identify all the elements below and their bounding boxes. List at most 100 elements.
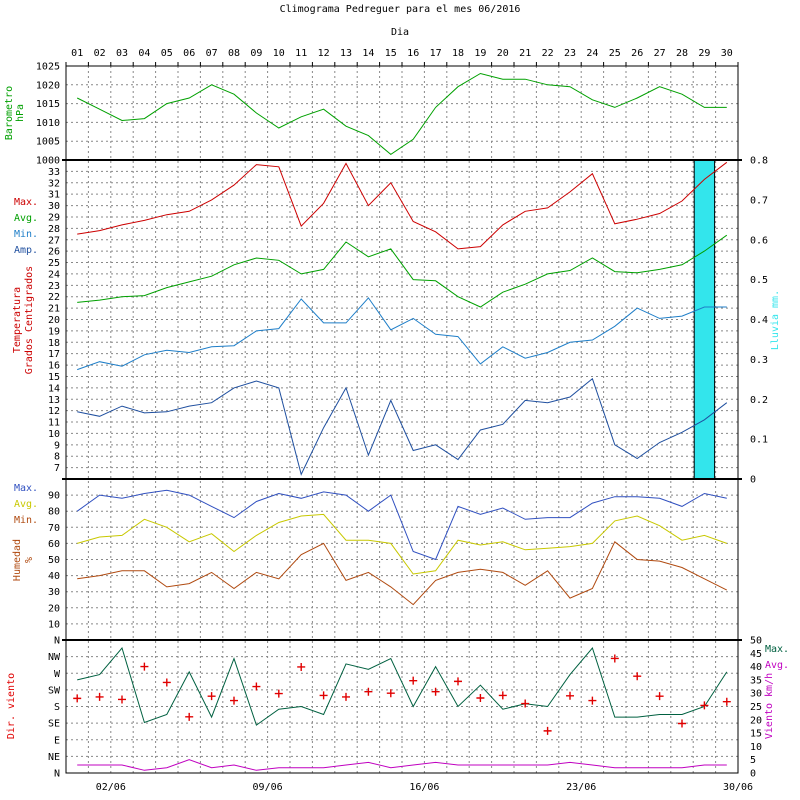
rain-tick: 0.1	[750, 435, 768, 446]
wind-direction-marker	[722, 697, 731, 706]
day-label-02: 02	[94, 48, 106, 59]
day-label-16: 16	[407, 48, 419, 59]
wind-direction-marker	[543, 726, 552, 735]
temperature-series-amp	[77, 377, 728, 476]
wind-direction-marker	[297, 662, 306, 671]
wind-direction-tick: N	[54, 769, 60, 780]
wind-speed-tick: 40	[750, 662, 762, 673]
temperature-series-max	[77, 161, 728, 250]
temperature-tick: 9	[54, 440, 60, 451]
temperature-ylabel-line: Temperatura	[12, 287, 23, 353]
day-label-19: 19	[474, 48, 486, 59]
wind-direction-marker	[700, 701, 709, 710]
temperature-legend-min: Min.	[14, 229, 38, 240]
wind-direction-marker	[162, 678, 171, 687]
temperature-tick: 16	[48, 361, 60, 372]
date-tick-23-06: 23/06	[566, 782, 596, 793]
temperature-tick: 33	[48, 167, 60, 178]
day-label-18: 18	[452, 48, 464, 59]
wind-speed-tick: 25	[750, 702, 762, 713]
humidity-tick: 60	[48, 539, 60, 550]
day-label-21: 21	[519, 48, 531, 59]
day-label-25: 25	[609, 48, 621, 59]
temperature-tick: 29	[48, 212, 60, 223]
temperature-tick: 25	[48, 258, 60, 269]
humidity-tick: 50	[48, 555, 60, 566]
temperature-tick: 32	[48, 178, 60, 189]
wind-speed-tick: 35	[750, 675, 762, 686]
temperature-tick: 8	[54, 452, 60, 463]
day-label-07: 07	[206, 48, 218, 59]
day-label-20: 20	[497, 48, 509, 59]
wind-direction-marker	[73, 694, 82, 703]
temperature-tick: 28	[48, 224, 60, 235]
barometer-ylabel-line: Barometro	[4, 86, 15, 140]
day-label-23: 23	[564, 48, 576, 59]
day-label-28: 28	[676, 48, 688, 59]
humidity-tick: 80	[48, 507, 60, 518]
day-label-29: 29	[698, 48, 710, 59]
wind-direction-marker	[431, 687, 440, 696]
temperature-tick: 23	[48, 281, 60, 292]
day-label-05: 05	[161, 48, 173, 59]
day-label-17: 17	[430, 48, 442, 59]
humidity-tick: 70	[48, 523, 60, 534]
wind-direction-marker	[386, 689, 395, 698]
wind-series-max	[77, 646, 728, 726]
wind-direction-marker	[319, 691, 328, 700]
temperature-series-avg	[77, 234, 728, 308]
day-label-01: 01	[71, 48, 83, 59]
humidity-ylabel: Humedad%	[12, 539, 35, 581]
wind-direction-marker	[476, 694, 485, 703]
barometer-tick: 1015	[36, 99, 60, 110]
rain-tick: 0.6	[750, 235, 768, 246]
wind-speed-tick: 45	[750, 649, 762, 660]
wind-speed-tick: 50	[750, 636, 762, 647]
wind-speed-tick: 0	[750, 769, 756, 780]
temperature-series-min	[77, 297, 727, 371]
day-label-26: 26	[631, 48, 643, 59]
day-label-15: 15	[385, 48, 397, 59]
wind-direction-tick: E	[54, 735, 60, 746]
wind-direction-marker	[185, 712, 194, 721]
day-label-09: 09	[250, 48, 262, 59]
humidity-tick: 20	[48, 603, 60, 614]
temperature-tick: 30	[48, 201, 60, 212]
temperature-tick: 7	[54, 463, 60, 474]
temperature-tick: 24	[48, 269, 60, 280]
wind-direction-marker	[118, 695, 126, 704]
day-label-24: 24	[586, 48, 598, 59]
wind-direction-tick: NW	[48, 652, 61, 663]
humidity-legend-max: Max.	[14, 483, 38, 494]
temperature-tick: 12	[48, 406, 60, 417]
axis-labels: 01 02 03 04 05 06 07 08 09 10 11 12 13 14 15 16 17 18 19 20…	[4, 48, 789, 793]
wind-direction-marker	[95, 692, 104, 701]
wind-direction-marker	[610, 654, 619, 663]
wind-legend-max: Max.	[765, 644, 789, 655]
temperature-ylabel-line: Grados Centigrados	[24, 266, 35, 374]
wind-speed-tick: 10	[750, 742, 762, 753]
wind-speed-ylabel: Viento km/h	[764, 673, 775, 739]
temperature-tick: 15	[48, 372, 60, 383]
temperature-tick: 13	[48, 395, 60, 406]
temperature-tick: 26	[48, 247, 60, 258]
temperature-tick: 31	[48, 190, 60, 201]
barometer-ylabel: BarometrohPa	[4, 86, 26, 140]
wind-speed-tick: 5	[750, 755, 756, 766]
wind-direction-marker	[364, 687, 373, 696]
wind-direction-marker	[655, 692, 664, 701]
wind-direction-tick: S	[54, 702, 60, 713]
wind-direction-marker	[633, 672, 642, 681]
date-tick-09-06: 09/06	[253, 782, 283, 793]
wind-speed-tick: 20	[750, 715, 762, 726]
wind-speed-tick: 15	[750, 729, 762, 740]
day-label-13: 13	[340, 48, 352, 59]
humidity-series-max	[76, 489, 727, 561]
temperature-tick: 19	[48, 326, 60, 337]
humidity-ylabel-line: Humedad	[12, 539, 23, 581]
barometer-tick: 1020	[36, 80, 60, 91]
day-label-27: 27	[654, 48, 666, 59]
wind-legend-avg: Avg.	[765, 660, 789, 671]
date-tick-02-06: 02/06	[96, 782, 126, 793]
